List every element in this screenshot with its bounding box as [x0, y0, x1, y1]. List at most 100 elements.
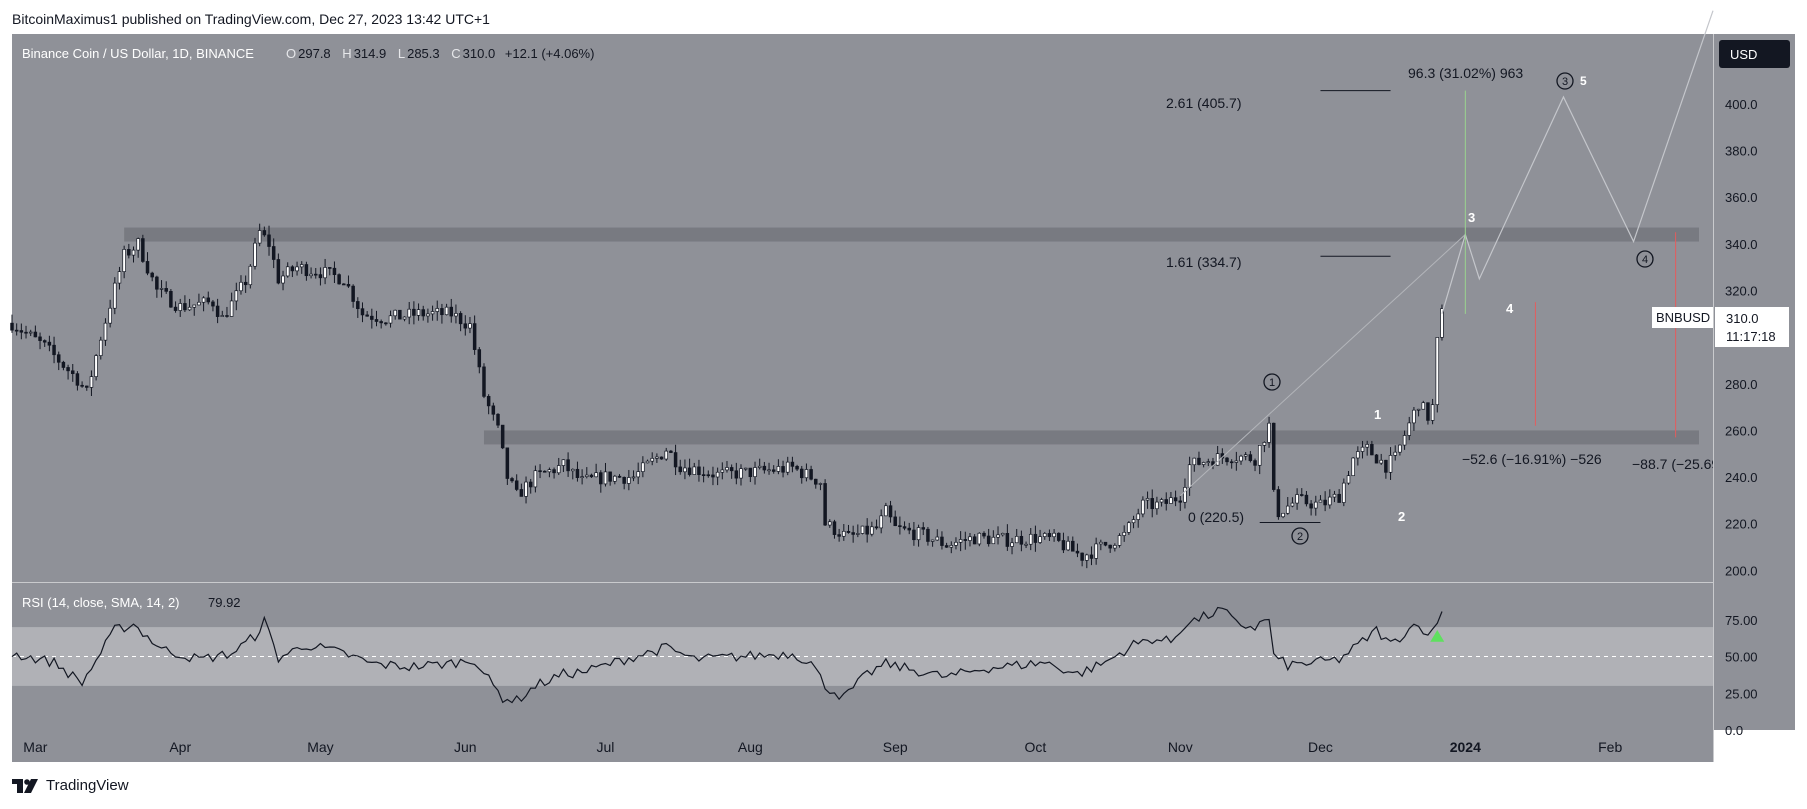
candle-body	[1421, 402, 1426, 410]
candle-body	[1416, 408, 1421, 411]
candle-body	[828, 521, 832, 526]
candle-body	[1173, 497, 1178, 502]
time-tick-label: Jul	[597, 739, 615, 755]
candle-body	[1071, 540, 1075, 552]
candle-body	[692, 466, 697, 475]
candle-body	[356, 301, 360, 310]
candle-body	[1225, 457, 1229, 463]
candle-body	[1393, 451, 1397, 456]
candle-body	[1398, 444, 1402, 453]
candle-body	[986, 535, 991, 545]
footer-brand[interactable]: TradingView	[12, 777, 129, 794]
candle-body	[99, 339, 103, 356]
candle-body	[804, 469, 809, 479]
candle-body	[1257, 445, 1262, 466]
time-tick-label: Nov	[1168, 739, 1193, 755]
candle-body	[823, 483, 827, 526]
fib-161-label: 1.61 (334.7)	[1166, 254, 1242, 270]
candle-body	[430, 311, 435, 315]
candle-body	[1113, 544, 1117, 549]
measure-up-label: 96.3 (31.02%) 963	[1408, 65, 1523, 81]
candle-body	[33, 331, 38, 338]
candle-body	[856, 533, 860, 535]
time-tick-label: Jun	[454, 739, 477, 755]
candle-body	[1300, 494, 1304, 496]
candle-body	[669, 450, 673, 453]
candle-body	[757, 465, 762, 468]
candle-body	[1374, 454, 1379, 464]
wave-major-5: 5	[1580, 74, 1587, 88]
candle-body	[641, 462, 645, 472]
published-line: BitcoinMaximus1 published on TradingView…	[12, 11, 490, 27]
legend-change: +12.1 (+4.06%)	[505, 46, 595, 61]
candle-body	[435, 308, 440, 312]
candle-body	[930, 539, 935, 542]
candle-body	[884, 505, 888, 517]
candle-body	[912, 529, 916, 541]
candle-body	[262, 230, 267, 236]
candle-body	[814, 478, 818, 485]
wave-major-2-text: 2	[1297, 531, 1303, 543]
last-price-value: 310.0	[1726, 311, 1759, 326]
candle-body	[1136, 513, 1140, 520]
candle-body	[571, 468, 575, 472]
fib-261-label: 2.61 (405.7)	[1166, 95, 1242, 111]
candle-body	[1108, 544, 1112, 549]
candle-body	[407, 308, 411, 318]
candle-body	[711, 474, 715, 478]
candle-body	[921, 527, 926, 530]
candle-body	[739, 468, 743, 479]
candle-body	[1295, 494, 1299, 504]
candle-body	[215, 305, 220, 317]
candle-body	[42, 340, 47, 343]
candle-body	[295, 266, 299, 272]
price-tick-label: 400.0	[1725, 97, 1758, 112]
candle-body	[122, 249, 126, 272]
candle-body	[342, 283, 346, 286]
candle-body	[771, 469, 776, 472]
candle-body	[234, 290, 239, 302]
time-tick-label: May	[307, 739, 333, 755]
currency-button[interactable]: USD	[1719, 40, 1790, 68]
candle-body	[949, 544, 954, 548]
candle-body	[659, 456, 664, 460]
legend-ohlc: O 297.8 H 314.9 L 285.3 C 310.0 +12.1 (+4.06…	[286, 46, 594, 61]
price-axis[interactable]	[1714, 34, 1795, 730]
candle-body	[767, 469, 771, 472]
candle-body	[449, 306, 454, 317]
candle-body	[1314, 501, 1318, 509]
candle-body	[496, 413, 500, 426]
candle-body	[519, 489, 524, 497]
candle-body	[1384, 459, 1388, 473]
time-axis[interactable]	[12, 730, 1713, 762]
candle-body	[159, 288, 164, 290]
legend-l-value: 285.3	[407, 46, 440, 61]
candle-body	[697, 466, 701, 475]
candle-body	[1234, 460, 1239, 463]
candle-body	[94, 355, 98, 377]
candle-body	[687, 467, 692, 475]
legend-h-value: 314.9	[354, 46, 387, 61]
candle-body	[977, 532, 982, 545]
price-pane[interactable]	[12, 34, 1713, 582]
rsi-tick-label: 50.00	[1725, 650, 1758, 665]
candle-body	[1365, 444, 1369, 448]
time-tick-label: Mar	[23, 739, 47, 755]
candle-body	[916, 527, 921, 541]
candle-body	[267, 234, 271, 247]
wave-major-3-text: 3	[1562, 76, 1568, 88]
candle-body	[384, 322, 388, 325]
candle-body	[1351, 457, 1355, 477]
candle-body	[842, 530, 846, 537]
candle-body	[276, 259, 281, 284]
candle-body	[332, 267, 337, 275]
price-tick-label: 360.0	[1725, 190, 1758, 205]
candle-body	[968, 536, 972, 541]
candle-body	[542, 470, 547, 473]
candle-body	[229, 300, 234, 317]
wave-minor-1: 1	[1374, 407, 1381, 422]
candle-body	[80, 384, 84, 387]
candle-body	[552, 469, 556, 474]
tradingview-logo-icon	[12, 778, 38, 793]
